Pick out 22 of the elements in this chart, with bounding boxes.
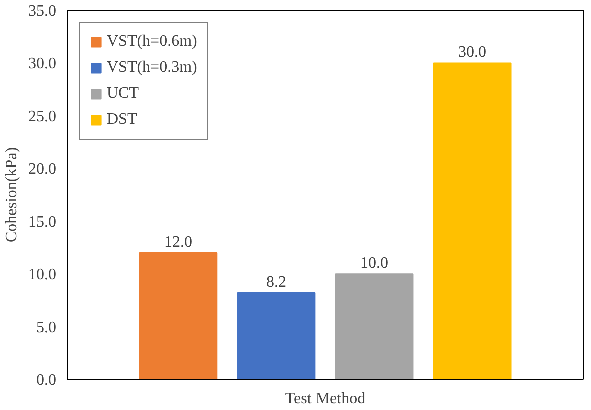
legend-label: DST [107, 111, 138, 129]
y-tick-label: 20.0 [28, 161, 56, 178]
y-tick-label: 0.0 [36, 372, 56, 389]
data-label: 10.0 [360, 255, 389, 272]
y-axis-title: Cohesion(kPa) [4, 147, 20, 243]
legend-label: UCT [107, 85, 139, 103]
data-label: 12.0 [164, 234, 192, 251]
bar [335, 274, 414, 380]
y-tick-label: 15.0 [28, 214, 56, 231]
data-label: 30.0 [458, 44, 487, 62]
legend-label: VST(h=0.3m) [107, 59, 198, 77]
bar [237, 292, 316, 380]
bar [433, 62, 512, 380]
bar [139, 252, 218, 380]
x-axis-title: Test Method [285, 390, 366, 408]
y-tick-label: 10.0 [28, 266, 56, 284]
legend-label: VST(h=0.6m) [107, 33, 198, 51]
y-tick-label: 30.0 [28, 56, 56, 73]
y-tick-label: 25.0 [28, 108, 56, 126]
y-tick-label: 5.0 [36, 319, 56, 336]
data-label: 8.2 [266, 274, 286, 292]
y-tick-label: 35.0 [28, 3, 56, 20]
